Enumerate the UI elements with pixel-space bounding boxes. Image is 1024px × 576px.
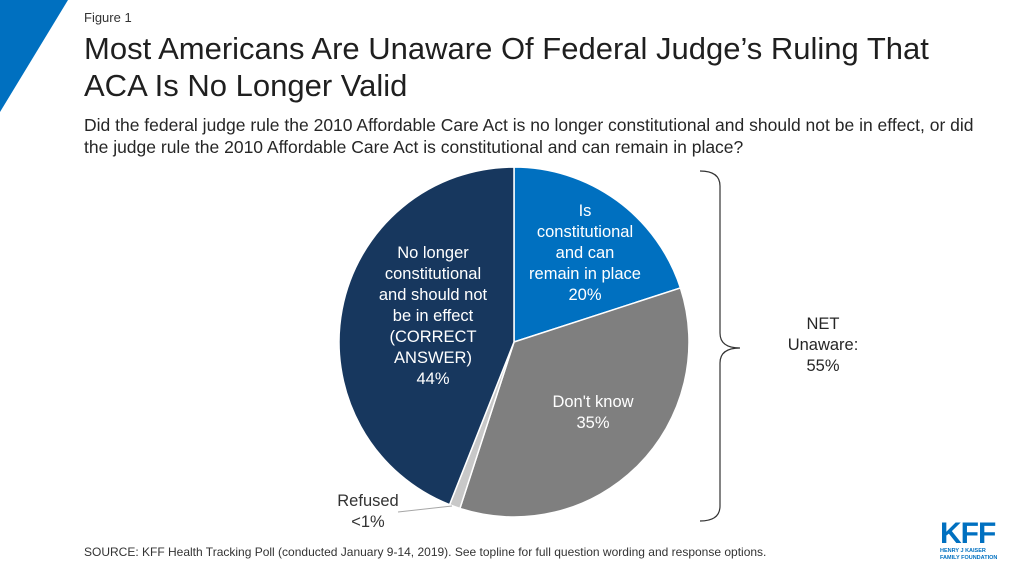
slice-label-constitutional: Is constitutional and can remain in plac… [505, 201, 665, 306]
net-unaware-bracket [699, 170, 741, 522]
pie-slice-1 [458, 286, 690, 518]
slice-label-line: Don't know [552, 393, 634, 411]
logo-line: FAMILY FOUNDATION [940, 554, 998, 561]
slice-label-line: be in effect [392, 307, 474, 325]
slice-label-no-longer: No longer constitutional and should not … [353, 243, 513, 390]
slice-label-line: constitutional [536, 223, 634, 241]
slice-label-line: ANSWER) [394, 349, 472, 367]
logo-mark: KFF [940, 517, 996, 550]
slice-label-line: No longer [397, 244, 469, 262]
slice-label-line: Is [578, 202, 592, 220]
net-label-line: Unaware: [787, 336, 859, 354]
logo-line: HENRY J KAISER [940, 548, 986, 554]
slice-value-label: <1% [351, 513, 385, 531]
net-value-label: 55% [806, 357, 840, 375]
slice-label-dont-know: Don't know 35% [523, 392, 663, 434]
slice-value-label: 35% [576, 414, 610, 432]
net-label-line: NET [806, 315, 840, 333]
refused-leader-line [397, 505, 453, 513]
slice-label-line: Refused [337, 492, 399, 510]
logo-subtext: HENRY J KAISER FAMILY FOUNDATION [940, 548, 1010, 561]
slice-label-line: and should not [378, 286, 488, 304]
slice-label-line: (CORRECT [389, 328, 477, 346]
slice-value-label: 20% [568, 286, 602, 304]
corner-triangle-decoration [0, 0, 68, 112]
question-text: Did the federal judge rule the 2010 Affo… [84, 115, 974, 157]
slice-value-label: 44% [416, 370, 450, 388]
pie-slice-0 [513, 166, 682, 344]
slice-label-line: remain in place [529, 265, 641, 283]
figure-label: Figure 1 [84, 10, 132, 25]
slice-label-line: and can [555, 244, 615, 262]
pie-slice-3 [338, 166, 515, 506]
net-unaware-label: NET Unaware: 55% [778, 314, 868, 377]
kff-logo: KFF HENRY J KAISER FAMILY FOUNDATION [940, 517, 1010, 561]
source-note: SOURCE: KFF Health Tracking Poll (conduc… [84, 545, 767, 559]
slice-label-line: constitutional [384, 265, 482, 283]
page-title: Most Americans Are Unaware Of Federal Ju… [84, 31, 929, 103]
slice-label-refused: Refused <1% [318, 491, 418, 533]
